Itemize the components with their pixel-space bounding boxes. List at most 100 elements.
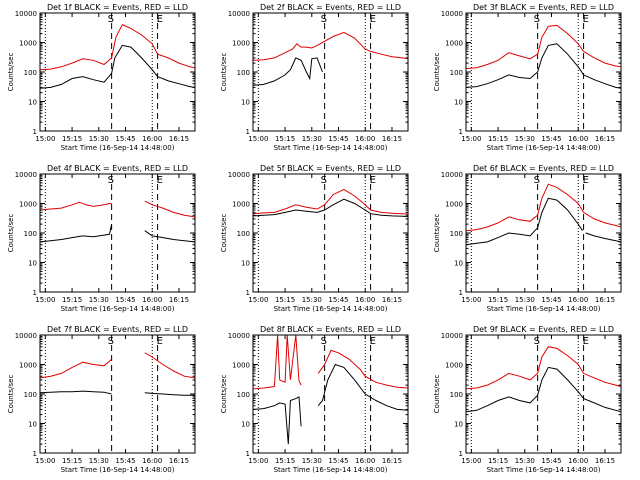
x-tick-label: 15:45 (541, 457, 561, 465)
x-tick-label: 15:00 (248, 135, 268, 143)
end-marker: E (583, 175, 589, 186)
x-tick-label: 15:00 (35, 457, 55, 465)
y-tick-label: 10000 (15, 332, 37, 340)
y-tick-label: 10000 (228, 332, 250, 340)
start-marker: S (108, 14, 114, 25)
start-marker: S (321, 175, 327, 186)
x-tick-label: 16:00 (568, 135, 588, 143)
x-tick-label: 15:00 (35, 296, 55, 304)
y-tick-label: 100 (24, 69, 37, 77)
end-marker: E (583, 336, 589, 347)
lld-series-line (253, 31, 408, 61)
x-tick-label: 16:00 (142, 296, 162, 304)
y-tick-label: 1000 (445, 362, 463, 370)
y-tick-label: 100 (450, 391, 463, 399)
x-axis-label: Start Time (16-Sep-14 14:48:00) (274, 466, 388, 474)
panel-title: Det 2f BLACK = Events, RED = LLD (260, 3, 401, 12)
end-marker: E (157, 175, 163, 186)
x-axis-label: Start Time (16-Sep-14 14:48:00) (274, 144, 388, 152)
x-tick-label: 15:00 (461, 457, 481, 465)
y-tick-label: 10 (28, 421, 37, 429)
panel-title: Det 3f BLACK = Events, RED = LLD (473, 3, 614, 12)
y-tick-label: 10000 (441, 332, 463, 340)
x-tick-label: 16:00 (355, 296, 375, 304)
start-marker: S (321, 14, 327, 25)
start-marker: S (108, 336, 114, 347)
y-tick-label: 100 (237, 391, 250, 399)
y-tick-label: 1 (33, 128, 37, 136)
y-tick-label: 1 (459, 450, 463, 458)
y-tick-label: 1000 (19, 40, 37, 48)
x-tick-label: 15:15 (488, 457, 508, 465)
events-series-line (40, 44, 195, 89)
y-tick-label: 1 (459, 289, 463, 297)
events-series-line (253, 57, 323, 86)
start-marker: S (321, 336, 327, 347)
plot-frame (252, 12, 409, 132)
y-axis-label: Counts/sec (220, 214, 228, 253)
events-series-line (466, 366, 621, 413)
plot-frame (39, 12, 196, 132)
x-tick-label: 16:00 (355, 457, 375, 465)
x-tick-label: 15:15 (62, 135, 82, 143)
y-tick-label: 1 (246, 450, 250, 458)
x-tick-label: 15:45 (115, 296, 135, 304)
x-tick-label: 15:00 (461, 296, 481, 304)
end-marker: E (370, 14, 376, 25)
x-tick-label: 15:00 (461, 135, 481, 143)
panel-title: Det 9f BLACK = Events, RED = LLD (473, 325, 614, 334)
x-axis-label: Start Time (16-Sep-14 14:48:00) (487, 466, 601, 474)
lld-series-line (253, 188, 408, 215)
x-tick-label: 16:15 (595, 135, 615, 143)
y-axis-label: Counts/sec (433, 53, 441, 92)
lld-series-line (253, 335, 408, 390)
y-tick-label: 100 (24, 391, 37, 399)
y-axis-label: Counts/sec (220, 375, 228, 414)
x-tick-label: 15:30 (89, 135, 109, 143)
panel-title: Det 7f BLACK = Events, RED = LLD (47, 325, 188, 334)
y-tick-label: 1000 (232, 201, 250, 209)
end-marker: E (583, 14, 589, 25)
end-marker: E (370, 336, 376, 347)
lld-series-line (466, 346, 621, 390)
y-axis-label: Counts/sec (7, 375, 15, 414)
y-tick-label: 10000 (441, 10, 463, 18)
lld-series-line (40, 200, 195, 218)
x-tick-label: 15:15 (275, 135, 295, 143)
events-series-line (40, 223, 195, 243)
panel-title: Det 8f BLACK = Events, RED = LLD (260, 325, 401, 334)
lld-series-line (466, 24, 621, 70)
x-tick-label: 16:15 (382, 135, 402, 143)
y-tick-label: 100 (237, 69, 250, 77)
events-series-line (466, 43, 621, 89)
lld-series-line (40, 24, 195, 71)
y-axis-label: Counts/sec (7, 214, 15, 253)
x-tick-label: 15:00 (35, 135, 55, 143)
y-tick-label: 1000 (445, 201, 463, 209)
start-marker: S (108, 175, 114, 186)
y-tick-label: 1 (246, 289, 250, 297)
y-tick-label: 10 (28, 99, 37, 107)
lld-series-line (466, 183, 621, 232)
x-tick-label: 15:30 (302, 296, 322, 304)
x-axis-label: Start Time (16-Sep-14 14:48:00) (61, 466, 175, 474)
x-tick-label: 16:00 (568, 296, 588, 304)
x-tick-label: 16:00 (568, 457, 588, 465)
x-tick-label: 15:15 (275, 457, 295, 465)
events-series-line (253, 363, 408, 445)
x-tick-label: 15:45 (328, 296, 348, 304)
x-tick-label: 15:45 (541, 296, 561, 304)
y-tick-label: 10 (454, 260, 463, 268)
x-tick-label: 16:15 (169, 457, 189, 465)
events-series-line (466, 197, 621, 246)
x-tick-label: 15:15 (275, 296, 295, 304)
y-axis-label: Counts/sec (433, 214, 441, 253)
x-tick-label: 15:30 (89, 457, 109, 465)
